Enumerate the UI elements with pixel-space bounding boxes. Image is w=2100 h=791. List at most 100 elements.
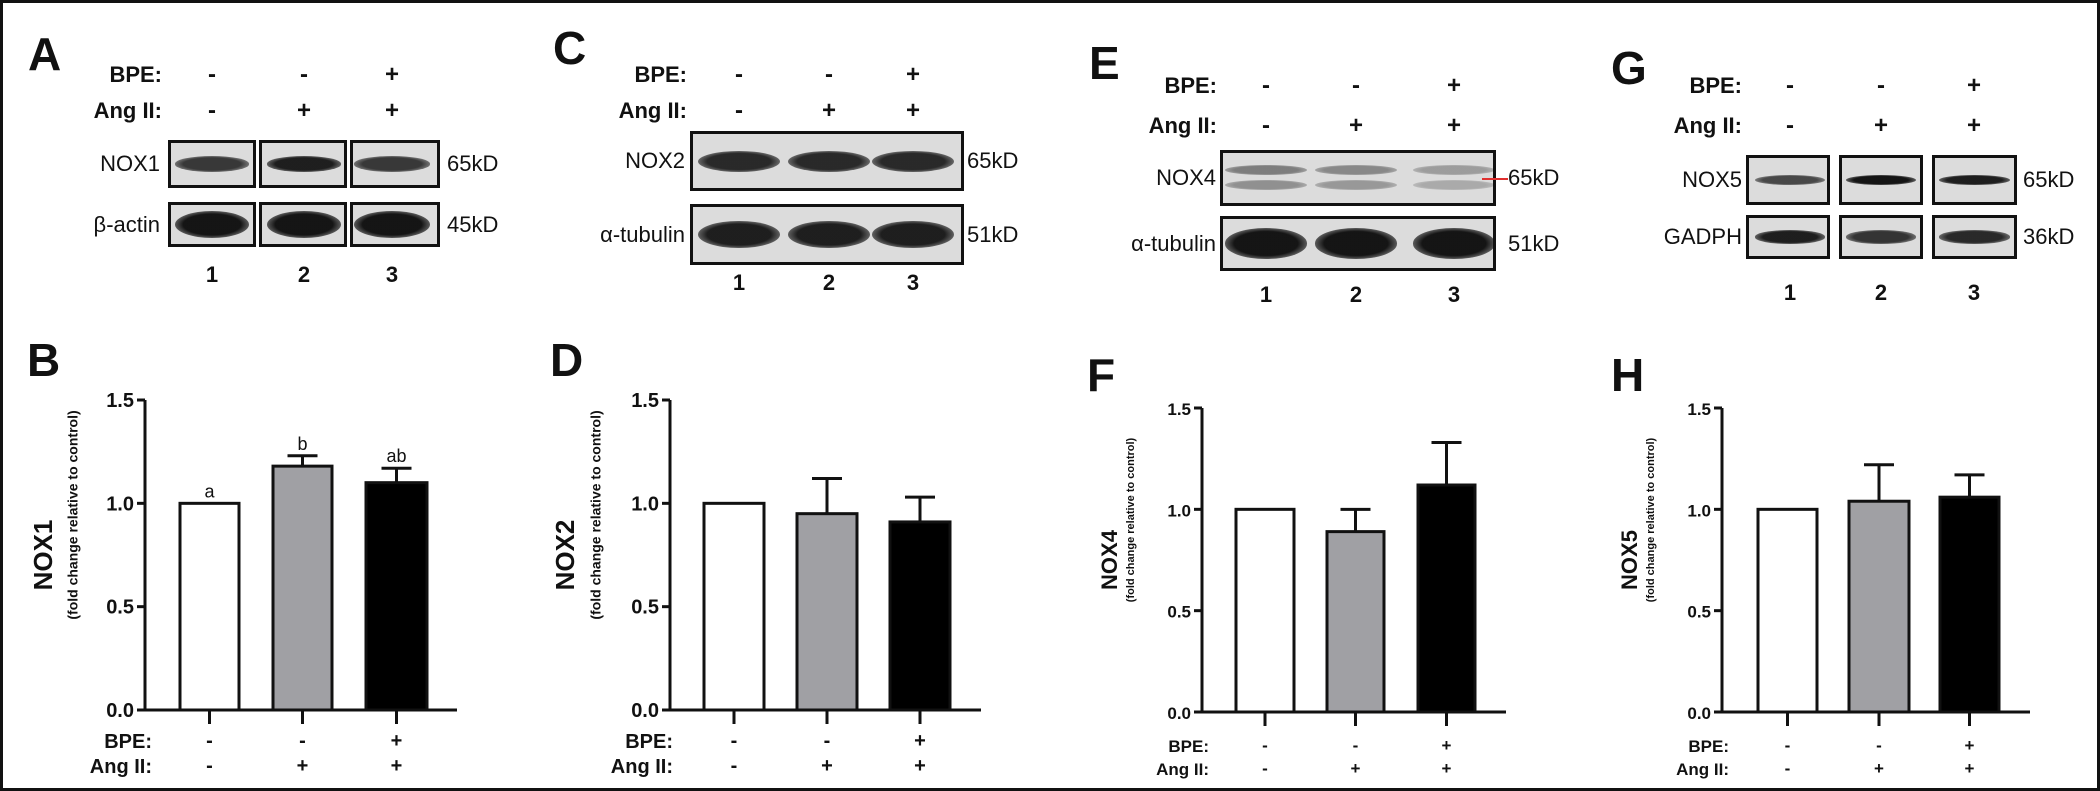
lane-number: 1 — [1259, 282, 1273, 307]
protein-band — [1755, 230, 1825, 244]
bar — [271, 464, 334, 712]
blot-strip — [168, 202, 256, 247]
ang-ii-sign: - — [731, 755, 738, 777]
bpe-label: BPE: — [1168, 737, 1209, 756]
molecular-weight-label: 51kD — [967, 221, 1019, 247]
protein-band — [1413, 228, 1493, 259]
ang-ii-sign: + — [1873, 112, 1889, 139]
ang-ii-sign: + — [1351, 759, 1361, 778]
bar — [1234, 507, 1296, 714]
lane-number: 1 — [205, 262, 219, 287]
molecular-weight-label: 36kD — [2023, 224, 2075, 249]
protein-band — [788, 220, 870, 249]
ang-ii-sign: - — [735, 97, 743, 124]
bpe-sign: + — [1966, 72, 1982, 99]
bpe-sign: - — [1877, 72, 1885, 99]
protein-label: NOX1 — [100, 151, 160, 176]
bpe-sign: + — [905, 61, 921, 88]
protein-band — [1755, 175, 1825, 185]
bar — [178, 501, 241, 712]
ang-ii-sign: + — [821, 755, 833, 777]
blot-strip — [690, 204, 964, 265]
bpe-label: BPE: — [1688, 737, 1729, 756]
protein-band — [267, 211, 341, 238]
ang-ii-sign: + — [384, 97, 400, 124]
protein-band — [1225, 179, 1307, 191]
molecular-weight-label: 65kD — [967, 148, 1019, 173]
bpe-sign: - — [1262, 72, 1270, 99]
bpe-sign: - — [731, 730, 738, 752]
ang-ii-sign: - — [1785, 759, 1791, 778]
bpe-sign: - — [1353, 736, 1359, 755]
panel-label: H — [1611, 349, 1644, 401]
bpe-label: BPE: — [1164, 73, 1217, 98]
bpe-sign: + — [1965, 736, 1975, 755]
ang-ii-sign: - — [1786, 112, 1794, 139]
ang-ii-sign: - — [208, 97, 216, 124]
protein-band — [1413, 164, 1493, 176]
y-axis-sublabel: (fold change relative to control) — [588, 410, 604, 619]
bpe-sign: - — [1785, 736, 1791, 755]
ang-ii-sign: + — [821, 97, 837, 124]
ang-ii-sign: + — [1965, 759, 1975, 778]
bpe-sign: - — [208, 61, 216, 88]
y-tick-label: 0.0 — [631, 700, 659, 722]
bpe-sign: - — [1352, 72, 1360, 99]
protein-band — [1315, 228, 1397, 259]
y-tick-label: 0.5 — [106, 597, 134, 619]
ang-ii-sign: + — [1446, 112, 1462, 139]
protein-label: NOX5 — [1682, 167, 1742, 192]
lane-number: 2 — [297, 262, 311, 287]
protein-label: GADPH — [1663, 224, 1742, 249]
protein-band — [872, 220, 954, 249]
y-tick-label: 0.5 — [1167, 603, 1191, 622]
protein-band — [1315, 164, 1397, 176]
blot-strip — [1839, 155, 1923, 205]
lane-number: 2 — [1874, 280, 1888, 305]
blot-strip — [1746, 155, 1830, 205]
ang-ii-sign: + — [391, 755, 403, 777]
protein-band — [1938, 230, 2010, 244]
panel-label: D — [550, 334, 583, 386]
panel-label: C — [553, 22, 587, 74]
bar — [702, 501, 766, 712]
bpe-sign: - — [1262, 736, 1268, 755]
lane-number: 1 — [732, 270, 746, 295]
ang-ii-label: Ang II: — [1673, 113, 1742, 138]
ang-ii-sign: + — [1874, 759, 1884, 778]
protein-band — [698, 220, 780, 249]
protein-band — [354, 156, 430, 172]
y-axis-label: NOX2 — [550, 520, 580, 591]
blot-strip — [690, 131, 964, 191]
protein-band — [1413, 179, 1493, 191]
protein-band — [1225, 228, 1307, 259]
y-axis-sublabel: (fold change relative to control) — [1645, 437, 1657, 602]
ang-ii-label: Ang II: — [611, 756, 673, 778]
ang-ii-sign: + — [296, 97, 312, 124]
blot-strip — [350, 202, 440, 247]
panel-label: G — [1611, 42, 1647, 94]
ang-ii-label: Ang II: — [1676, 760, 1729, 779]
bpe-label: BPE: — [1689, 73, 1742, 98]
bpe-label: BPE: — [104, 731, 152, 753]
blot-strip — [1220, 150, 1496, 206]
protein-band — [1846, 230, 1916, 244]
bpe-sign: + — [914, 730, 926, 752]
panel-label: E — [1089, 37, 1120, 89]
ang-ii-label: Ang II: — [90, 756, 152, 778]
y-tick-label: 0.0 — [1167, 704, 1191, 723]
ang-ii-label: Ang II: — [93, 98, 162, 123]
ang-ii-label: Ang II: — [1156, 760, 1209, 779]
molecular-weight-label: 65kD — [447, 151, 499, 176]
ang-ii-label: Ang II: — [1148, 113, 1217, 138]
bar — [1416, 483, 1477, 714]
protein-label: NOX4 — [1156, 165, 1216, 190]
ang-ii-sign: - — [1262, 112, 1270, 139]
protein-band — [1846, 175, 1916, 185]
y-tick-label: 1.0 — [106, 493, 134, 515]
y-tick-label: 1.5 — [106, 390, 134, 412]
y-axis-sublabel: (fold change relative to control) — [65, 410, 81, 619]
bar — [1938, 495, 2001, 714]
protein-band — [175, 156, 249, 172]
protein-label: NOX2 — [625, 148, 685, 173]
